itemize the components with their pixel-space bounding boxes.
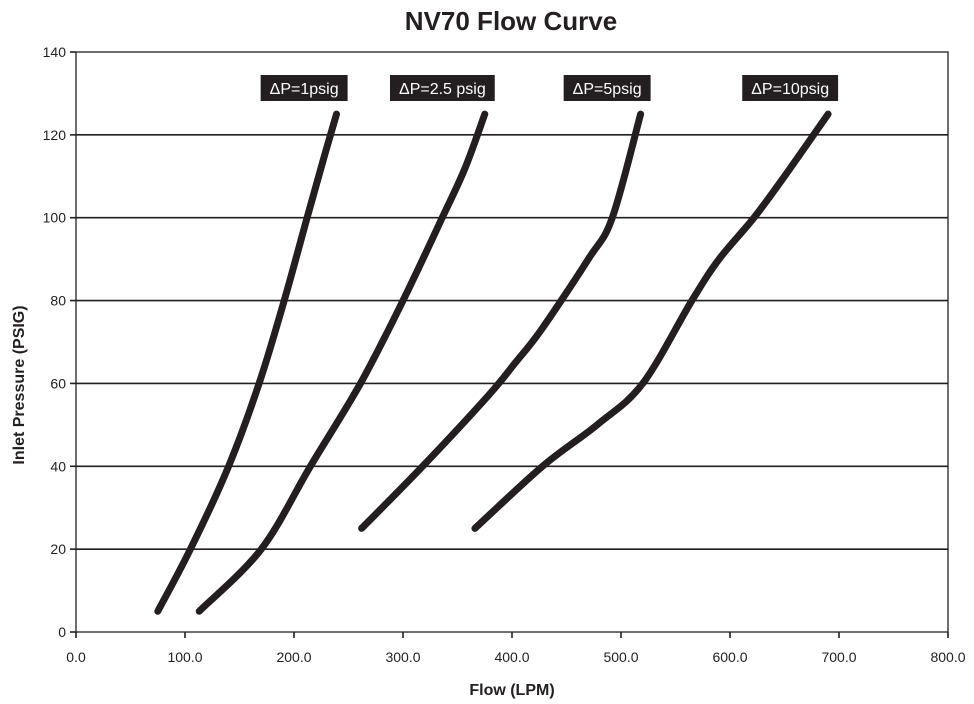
series-label-1: ΔP=1psig [270, 81, 339, 98]
x-tick-label: 200.0 [276, 649, 311, 665]
series-label-bg-3 [563, 75, 651, 101]
y-tick-label: 80 [50, 293, 66, 309]
series-line-1 [154, 110, 340, 615]
series-labels: ΔP=1psig ΔP=2.5 psig ΔP=5psig ΔP=10psig [260, 75, 839, 101]
series-label-3: ΔP=5psig [573, 81, 642, 98]
y-tick-label: 100 [43, 210, 67, 226]
y-axis-label: Inlet Pressure (PSIG) [11, 305, 28, 464]
series-line-3 [358, 110, 645, 532]
x-axis-label: Flow (LPM) [469, 682, 554, 699]
chart-title: NV70 Flow Curve [405, 6, 617, 36]
series-line-2 [195, 110, 489, 615]
x-tick-label: 700.0 [821, 649, 856, 665]
y-tick-label: 60 [50, 375, 66, 391]
series-label-bg-4 [742, 75, 839, 101]
x-tick-label: 800.0 [930, 649, 965, 665]
x-tick-label: 400.0 [494, 649, 529, 665]
y-tick-label: 20 [50, 541, 66, 557]
x-tick-labels: 0.0 100.0 200.0 300.0 400.0 500.0 600.0 700.0 80… [66, 649, 965, 665]
series-label-2: ΔP=2.5 psig [399, 81, 486, 98]
y-tick-label: 120 [43, 127, 67, 143]
x-tick-label: 600.0 [712, 649, 747, 665]
series-label-bg-2 [390, 75, 495, 101]
x-tick-label: 100.0 [167, 649, 202, 665]
x-tick-label: 300.0 [385, 649, 420, 665]
series-label-bg-1 [260, 75, 348, 101]
x-tick-label: 500.0 [603, 649, 638, 665]
y-tick-label: 40 [50, 458, 66, 474]
series-line-4 [471, 110, 832, 532]
series-curves [154, 110, 832, 615]
y-tick-label: 0 [58, 624, 66, 640]
y-tick-labels: 0 20 40 60 80 100 120 140 [43, 44, 67, 640]
plot-frame [75, 51, 949, 633]
y-tick-label: 140 [43, 44, 67, 60]
x-tick-label: 0.0 [66, 649, 86, 665]
gridlines [70, 51, 949, 638]
series-label-4: ΔP=10psig [751, 81, 829, 98]
